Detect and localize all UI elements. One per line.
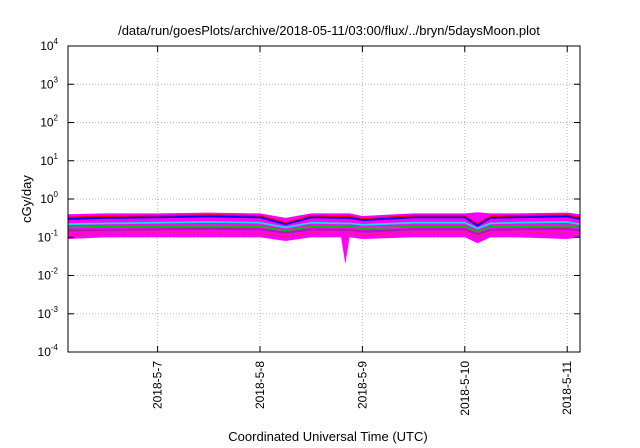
y-tick-label: 104 — [40, 37, 58, 53]
band-layer — [68, 212, 580, 264]
y-tick-exponent: 4 — [54, 37, 59, 46]
y-tick-exponent: 0 — [54, 190, 59, 199]
x-tick-label: 2018-5-8 — [253, 361, 267, 409]
x-tick-label: 2018-5-7 — [151, 361, 165, 409]
series-line — [67, 231, 581, 239]
series-line — [67, 227, 581, 236]
y-tick-label: 100 — [40, 190, 58, 206]
x-tick-labels: 2018-5-7 2018-5-8 2018-5-9 2018-5-10 2018-5-… — [151, 361, 575, 416]
y-tick-base: 10 — [40, 77, 54, 91]
y-tick-exponent: 3 — [54, 75, 59, 84]
series-layer — [67, 214, 581, 239]
y-tick-base: 10 — [38, 230, 52, 244]
y-tick-label: 101 — [40, 152, 58, 168]
series-line — [67, 214, 581, 226]
y-tick-label: 10-1 — [38, 228, 59, 244]
y-tick-exponent: 2 — [54, 114, 59, 123]
series-line — [67, 224, 581, 233]
y-tick-base: 10 — [40, 154, 54, 168]
range-band — [68, 212, 580, 264]
x-tick-label: 2018-5-11 — [560, 361, 574, 415]
x-tick-label: 2018-5-10 — [458, 361, 472, 416]
y-tick-base: 10 — [38, 307, 52, 321]
chart-title: /data/run/goesPlots/archive/2018-05-11/0… — [118, 23, 540, 38]
y-tick-label: 102 — [40, 114, 58, 130]
series-line — [67, 221, 581, 230]
y-tick-base: 10 — [40, 116, 54, 130]
y-tick-label: 10-2 — [38, 267, 59, 283]
y-tick-exponent: -2 — [51, 267, 59, 276]
ticks — [68, 45, 580, 353]
series-line — [67, 215, 581, 227]
y-tick-exponent: -4 — [51, 343, 59, 352]
grid — [68, 46, 580, 352]
x-axis-label: Coordinated Universal Time (UTC) — [228, 429, 427, 444]
y-tick-base: 10 — [38, 345, 52, 359]
x-tick-label: 2018-5-9 — [355, 361, 369, 409]
y-tick-label: 10-3 — [38, 305, 59, 321]
y-axis-label: cGy/day — [19, 175, 34, 223]
y-tick-base: 10 — [38, 269, 52, 283]
y-tick-base: 10 — [40, 192, 54, 206]
y-tick-exponent: -1 — [51, 228, 59, 237]
y-tick-exponent: -3 — [51, 305, 59, 314]
y-tick-base: 10 — [40, 39, 54, 53]
y-tick-label: 103 — [40, 75, 58, 91]
y-tick-exponent: 1 — [54, 152, 59, 161]
y-tick-label: 10-4 — [38, 343, 59, 359]
